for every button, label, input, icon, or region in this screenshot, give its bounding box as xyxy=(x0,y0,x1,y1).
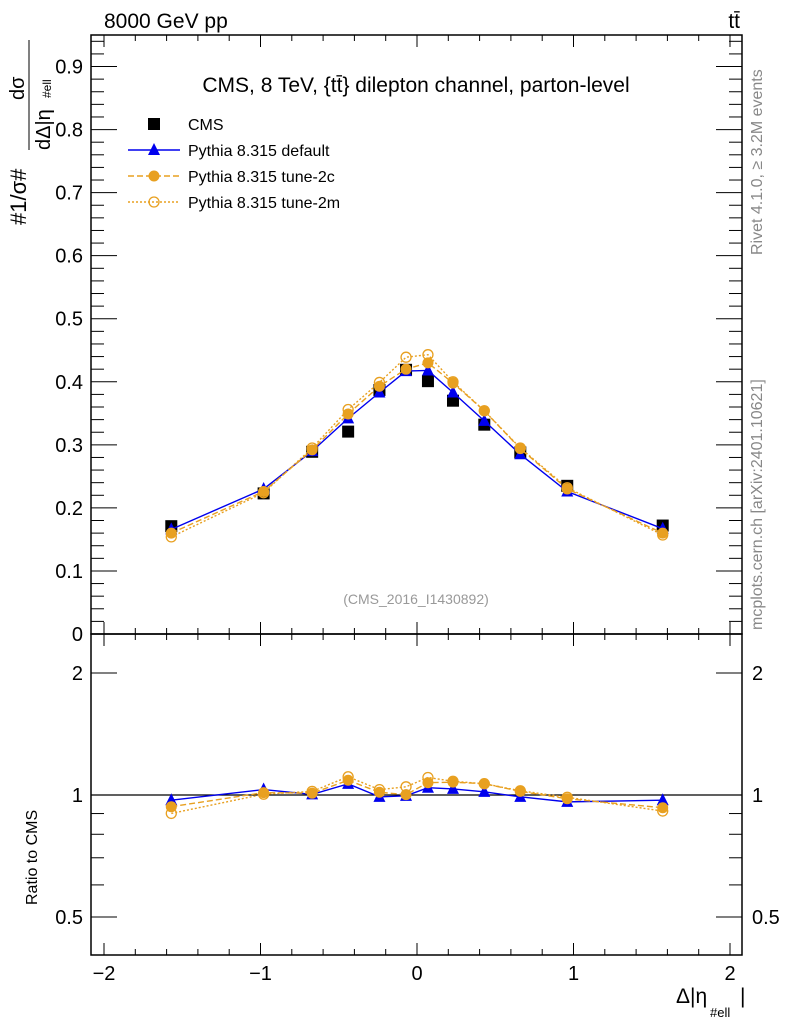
series-pythia-8-315-tune-2m-point xyxy=(422,349,434,361)
side-label-bottom: mcplots.cern.ch [arXiv:2401.10621] xyxy=(749,379,766,630)
series-pythia-8-315-tune-2m-ratio-point xyxy=(373,783,386,796)
ratio-y-label: Ratio to CMS xyxy=(24,810,41,905)
series-cms-point xyxy=(342,425,355,438)
x-tick-label: 2 xyxy=(724,963,735,985)
series-pythia-8-315-tune-2c-point xyxy=(400,363,412,375)
series-pythia-8-315-default-point xyxy=(421,363,434,376)
y-tick-label: 0.2 xyxy=(55,498,83,520)
series-pythia-8-315-tune-2m-point xyxy=(400,351,412,363)
y-tick-label: 0.4 xyxy=(55,372,83,394)
series-pythia-8-315-tune-2m-point xyxy=(447,376,459,388)
analysis-id: (CMS_2016_I1430892) xyxy=(343,591,489,607)
series-pythia-8-315-default-ratio-point xyxy=(446,781,459,794)
legend-marker xyxy=(148,118,160,130)
series-pythia-8-315-tune-2m-ratio-point xyxy=(400,781,412,793)
legend-label: Pythia 8.315 tune-2m xyxy=(188,195,340,212)
series-pythia-8-315-tune-2m-ratio-point xyxy=(478,778,490,790)
series-pythia-8-315-tune-2m-point xyxy=(657,529,669,541)
series-pythia-8-315-tune-2m-point xyxy=(561,482,573,494)
top-left-label: 8000 GeV pp xyxy=(104,10,228,33)
series-pythia-8-315-tune-2c-point xyxy=(422,357,434,369)
y-label-denominator: dΔ|η xyxy=(33,109,55,150)
series-pythia-8-315-tune-2c-line xyxy=(171,362,663,534)
series-cms-point xyxy=(446,394,459,407)
ratio-y-tick-label-right: 1 xyxy=(752,785,763,807)
x-label-bar: | xyxy=(740,985,745,1008)
y-tick-label: 0.1 xyxy=(55,561,83,583)
series-pythia-8-315-tune-2m-ratio-point xyxy=(657,805,669,817)
series-pythia-8-315-tune-2m-ratio-point xyxy=(306,785,318,798)
y-tick-label: 0.8 xyxy=(55,120,83,142)
series-pythia-8-315-default-ratio-point xyxy=(478,784,491,797)
y-tick-label: 0.6 xyxy=(55,246,83,268)
ratio-y-tick-label-right: 2 xyxy=(752,663,763,685)
ratio-y-tick-label: 2 xyxy=(72,663,83,685)
series-pythia-8-315-tune-2m-point xyxy=(514,442,526,454)
series-pythia-8-315-tune-2c-ratio-point xyxy=(514,785,526,797)
y-label-prefix: #1/σ# xyxy=(6,168,31,225)
y-tick-label: 0 xyxy=(72,624,83,646)
ratio-y-tick-label: 0.5 xyxy=(55,907,83,929)
series-pythia-8-315-tune-2m-point xyxy=(373,376,386,389)
series-pythia-8-315-tune-2c-ratio-point xyxy=(400,789,412,801)
y-label-subscript: #ell xyxy=(40,79,54,98)
legend-label: Pythia 8.315 tune-2c xyxy=(188,169,335,186)
x-tick-label: −2 xyxy=(93,963,116,985)
top-right-label: tt̄ xyxy=(728,10,740,33)
y-tick-label: 0.3 xyxy=(55,435,83,457)
series-pythia-8-315-tune-2m-point xyxy=(165,531,177,543)
series-pythia-8-315-tune-2c-ratio-line xyxy=(171,779,663,809)
series-pythia-8-315-tune-2m-ratio-point xyxy=(165,807,177,820)
legend-label: Pythia 8.315 default xyxy=(188,143,330,160)
series-pythia-8-315-tune-2m-ratio-point xyxy=(514,785,526,797)
legend-marker xyxy=(148,196,160,208)
series-cms-point xyxy=(421,375,434,388)
series-pythia-8-315-tune-2c-point xyxy=(165,527,177,539)
y-tick-label: 0.9 xyxy=(55,57,83,79)
chart-title: CMS, 8 TeV, {tt̄} dilepton channel, part… xyxy=(202,74,629,97)
ratio-y-tick-label-right: 0.5 xyxy=(752,907,780,929)
series-pythia-8-315-default-ratio-point xyxy=(656,793,669,806)
y-tick-label: 0.7 xyxy=(55,183,83,205)
series-pythia-8-315-tune-2m-ratio-point xyxy=(561,791,573,803)
series-pythia-8-315-tune-2c-ratio-point xyxy=(373,786,385,798)
series-pythia-8-315-default-ratio-line xyxy=(171,783,663,803)
y-label-numerator: dσ xyxy=(7,76,29,100)
legend-marker xyxy=(148,170,160,182)
series-pythia-8-315-tune-2m-ratio-point xyxy=(422,771,434,784)
x-tick-label: −1 xyxy=(249,963,272,985)
series-pythia-8-315-tune-2m-ratio-point xyxy=(342,771,354,783)
series-pythia-8-315-tune-2m-point xyxy=(342,403,354,416)
legend-marker xyxy=(148,143,160,155)
series-pythia-8-315-tune-2m-ratio-point xyxy=(257,788,270,800)
series-pythia-8-315-tune-2c-point xyxy=(373,380,385,392)
ratio-y-tick-label: 1 xyxy=(72,785,83,807)
x-tick-label: 0 xyxy=(411,963,422,985)
series-pythia-8-315-tune-2m-line xyxy=(170,353,664,538)
series-pythia-8-315-tune-2c-point xyxy=(306,444,318,456)
side-label-top: Rivet 4.1.0, ≥ 3.2M events xyxy=(749,69,766,255)
x-tick-label: 1 xyxy=(568,963,579,985)
series-pythia-8-315-tune-2m-point xyxy=(306,442,318,454)
series-pythia-8-315-default-point xyxy=(446,385,459,398)
x-label-subscript: #ell xyxy=(710,1005,730,1020)
series-pythia-8-315-default-point xyxy=(478,413,491,426)
series-pythia-8-315-tune-2m-point xyxy=(257,487,270,499)
x-label: Δ|η xyxy=(676,985,707,1008)
series-pythia-8-315-tune-2m-ratio-point xyxy=(447,775,459,787)
legend-label: CMS xyxy=(188,117,224,134)
series-pythia-8-315-tune-2c-ratio-point xyxy=(478,778,490,790)
y-tick-label: 0.5 xyxy=(55,309,83,331)
series-pythia-8-315-tune-2m-point xyxy=(478,405,490,417)
series-pythia-8-315-default-line xyxy=(171,369,663,530)
